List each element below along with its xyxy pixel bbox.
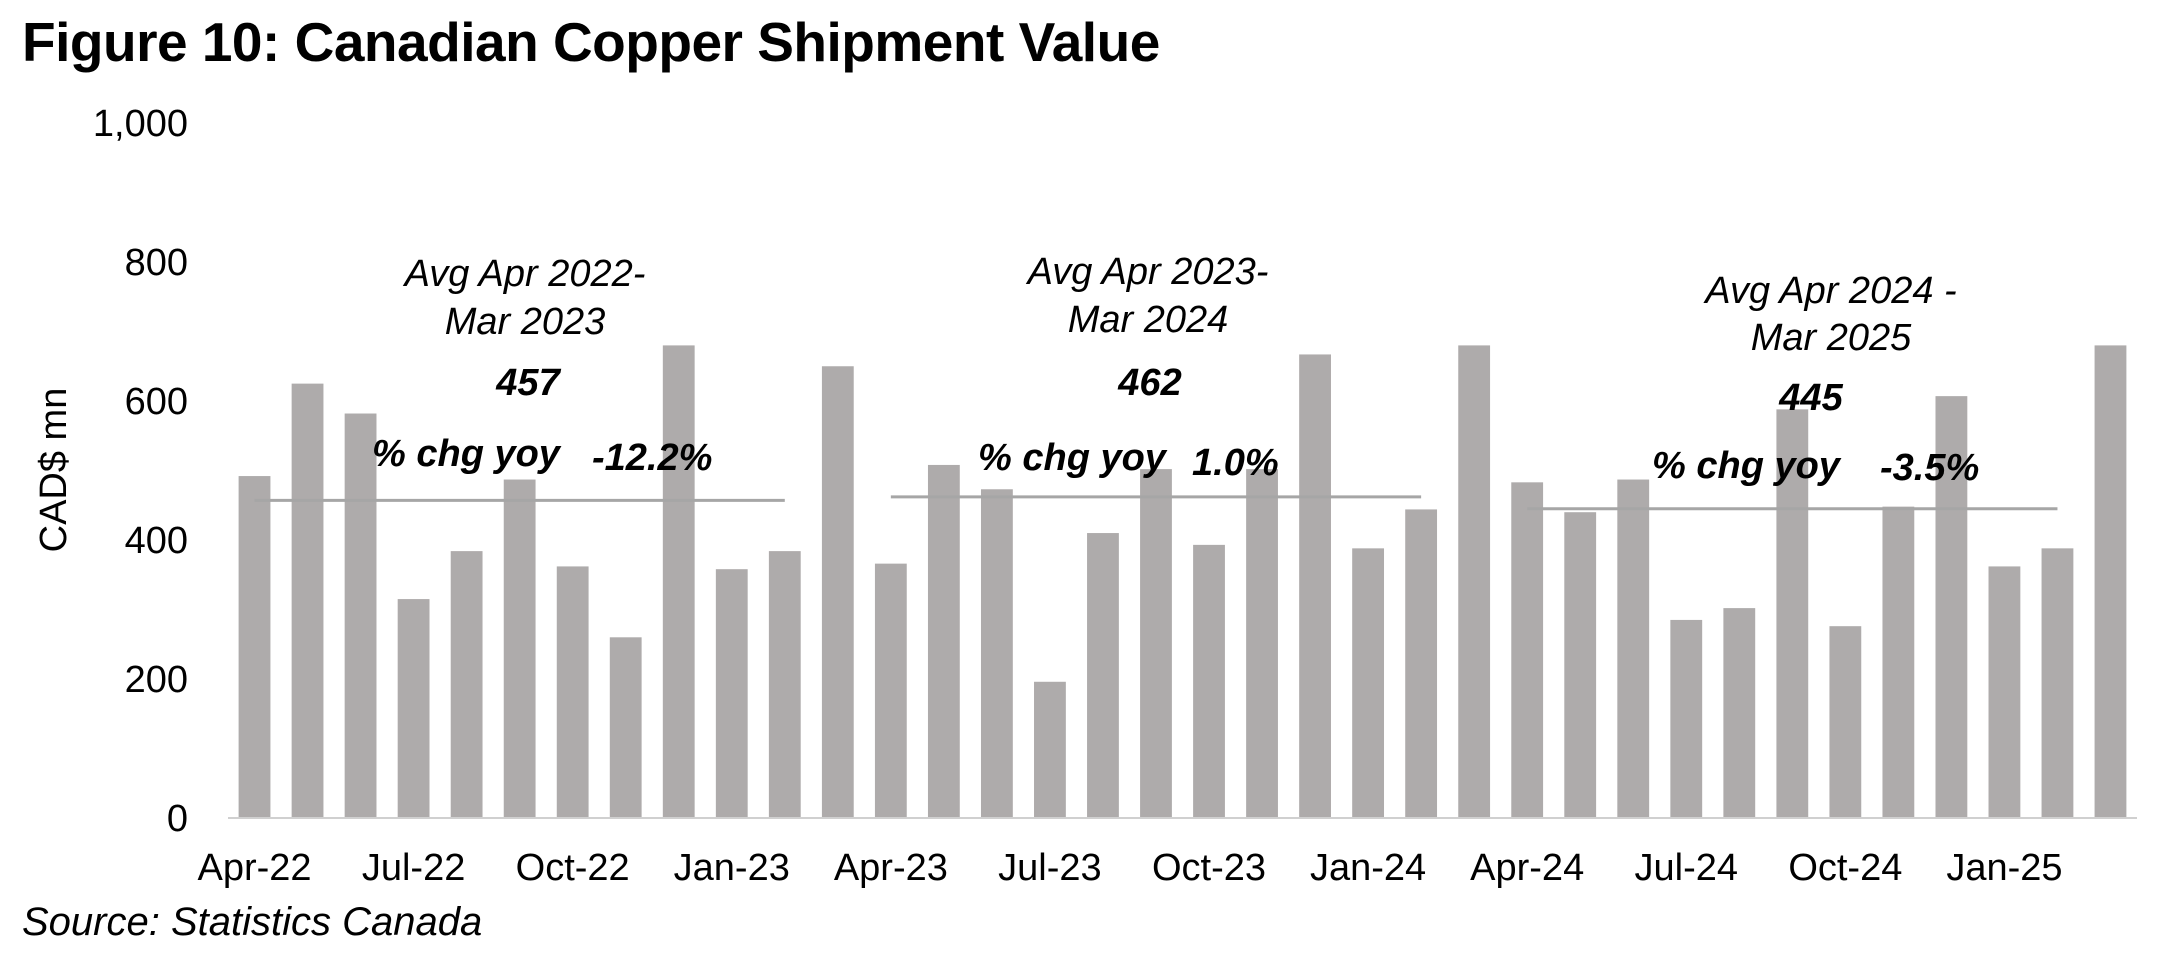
- avg-value-1: 457: [495, 362, 561, 404]
- bar-Sep-23: [1140, 469, 1172, 818]
- bar-series: [238, 345, 2127, 818]
- bar-Jun-22: [344, 413, 377, 818]
- bar-Jun-23: [980, 489, 1013, 818]
- chg-label-2: % chg yoy: [978, 437, 1168, 479]
- chg-value-1: -12.2%: [592, 437, 712, 479]
- y-tick-label: 600: [125, 381, 188, 423]
- bar-Oct-22: [556, 566, 589, 818]
- x-tick-label: Apr-24: [1470, 847, 1584, 889]
- bar-Feb-25: [2041, 548, 2074, 818]
- bar-Oct-24: [1829, 626, 1862, 818]
- avg-label-1-line2: Mar 2023: [445, 301, 606, 343]
- bar-Feb-23: [768, 551, 801, 818]
- x-tick-label: Jan-23: [674, 847, 790, 889]
- bar-Jul-24: [1670, 619, 1703, 818]
- avg-label-2-line2: Mar 2024: [1068, 299, 1229, 341]
- bar-Jul-22: [397, 599, 430, 818]
- bar-Jun-24: [1617, 479, 1650, 818]
- bar-Apr-23: [874, 563, 907, 818]
- bar-Apr-22: [238, 476, 271, 818]
- bar-Jan-25: [1988, 566, 2021, 818]
- avg-value-3: 445: [1778, 377, 1843, 419]
- bar-Nov-24: [1882, 506, 1915, 818]
- bar-Jul-23: [1034, 681, 1066, 818]
- y-tick-label: 400: [125, 520, 188, 562]
- bar-May-23: [927, 464, 960, 818]
- bar-Dec-24: [1935, 396, 1968, 818]
- chg-label-1: % chg yoy: [372, 433, 562, 475]
- bar-Dec-22: [662, 345, 695, 818]
- average-lines: [254, 495, 2058, 511]
- bar-May-24: [1564, 512, 1597, 818]
- bar-Aug-22: [450, 551, 483, 818]
- chg-value-3: -3.5%: [1880, 447, 1979, 489]
- x-tick-label: Apr-22: [197, 847, 311, 889]
- x-tick-label: Jan-25: [1946, 847, 2062, 889]
- bar-Dec-23: [1299, 354, 1331, 818]
- avg-label-1-line1: Avg Apr 2022-: [403, 253, 646, 295]
- bar-Mar-25: [2094, 345, 2127, 818]
- bar-Nov-22: [609, 637, 642, 818]
- avg-label-3-line1: Avg Apr 2024 -: [1703, 270, 1956, 312]
- y-tick-label: 200: [125, 659, 188, 701]
- chg-label-3: % chg yoy: [1652, 445, 1842, 487]
- avg-value-2: 462: [1117, 362, 1181, 404]
- x-tick-label: Apr-23: [834, 847, 948, 889]
- bar-Oct-23: [1193, 544, 1225, 818]
- y-axis-label: CAD$ mn: [33, 388, 75, 553]
- x-tick-label: Jan-24: [1310, 847, 1426, 889]
- y-tick-label: 1,000: [93, 103, 188, 145]
- bar-Apr-24: [1511, 482, 1544, 818]
- bar-Jan-24: [1352, 548, 1385, 818]
- bar-Sep-24: [1776, 409, 1809, 818]
- bar-Sep-22: [503, 479, 536, 818]
- y-axis-ticks: 0 200 400 600 800 1,000: [93, 103, 188, 840]
- bar-Mar-23: [821, 366, 854, 818]
- x-tick-label: Jul-23: [998, 847, 1102, 889]
- bar-Nov-23: [1246, 469, 1278, 818]
- y-tick-label: 800: [125, 242, 188, 284]
- bar-Feb-24: [1405, 509, 1438, 818]
- x-tick-label: Oct-23: [1152, 847, 1266, 889]
- x-tick-label: Jul-22: [362, 847, 466, 889]
- x-tick-label: Oct-22: [516, 847, 630, 889]
- avg-label-2-line1: Avg Apr 2023-: [1026, 251, 1269, 293]
- x-axis-ticks: Apr-22 Jul-22 Oct-22 Jan-23 Apr-23 Jul-23 Oct-…: [197, 847, 2062, 889]
- chg-value-2: 1.0%: [1192, 442, 1279, 484]
- bar-Jan-23: [715, 569, 748, 818]
- x-tick-label: Jul-24: [1635, 847, 1739, 889]
- source-note: Source: Statistics Canada: [22, 900, 483, 944]
- bar-May-22: [291, 383, 324, 818]
- bar-Aug-24: [1723, 608, 1756, 818]
- chart-title: Figure 10: Canadian Copper Shipment Valu…: [22, 11, 1160, 73]
- period-annotations: Avg Apr 2022- Mar 2023 457 % chg yoy -12…: [372, 251, 1979, 489]
- bar-Mar-24: [1458, 345, 1491, 818]
- avg-label-3-line2: Mar 2025: [1751, 317, 1912, 359]
- bar-Aug-23: [1087, 533, 1119, 818]
- y-tick-label: 0: [167, 798, 188, 840]
- x-tick-label: Oct-24: [1788, 847, 1902, 889]
